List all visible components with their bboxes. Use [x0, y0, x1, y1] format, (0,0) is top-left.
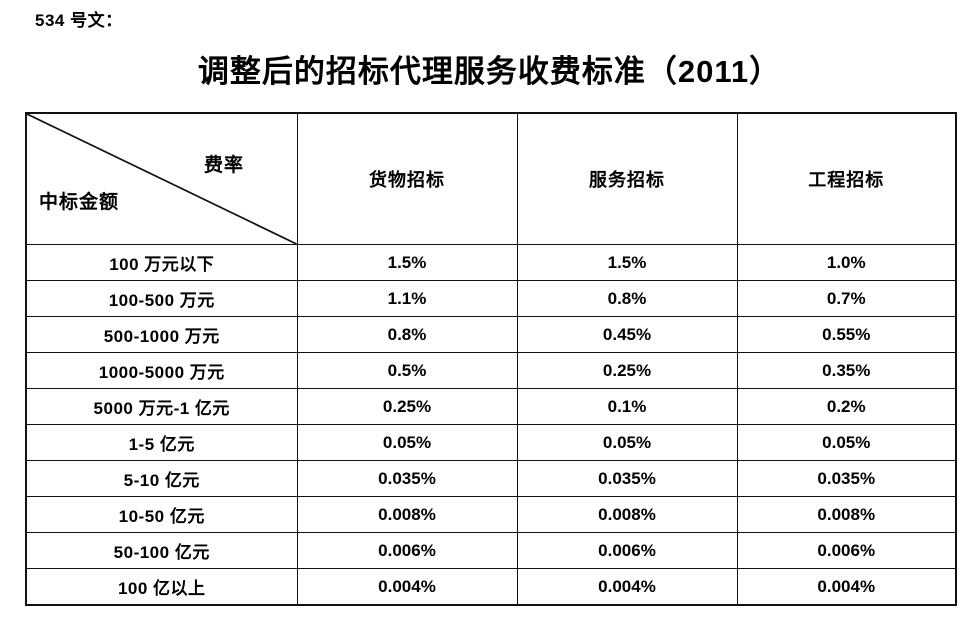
rate-cell: 1.0%: [736, 244, 957, 281]
rate-cell: 0.006%: [296, 532, 518, 569]
rate-cell: 0.8%: [516, 280, 738, 317]
rate-cell: 0.35%: [736, 352, 957, 389]
table-header-row: 费率 中标金额 货物招标 服务招标 工程招标: [25, 112, 957, 245]
table-row: 5-10 亿元 0.035% 0.035% 0.035%: [25, 460, 957, 497]
row-label-cell: 10-50 亿元: [25, 496, 298, 533]
column-header-goods: 货物招标: [296, 112, 518, 245]
rate-cell: 0.035%: [736, 460, 957, 497]
rate-cell: 0.2%: [736, 388, 957, 425]
rate-cell: 0.05%: [296, 424, 518, 461]
rate-cell: 0.05%: [736, 424, 957, 461]
column-header-services: 服务招标: [516, 112, 738, 245]
table-row: 5000 万元-1 亿元 0.25% 0.1% 0.2%: [25, 388, 957, 425]
rate-cell: 1.1%: [296, 280, 518, 317]
column-header-engineering: 工程招标: [736, 112, 957, 245]
table-row: 100 万元以下 1.5% 1.5% 1.0%: [25, 244, 957, 281]
rate-cell: 0.004%: [736, 568, 957, 606]
row-label-cell: 50-100 亿元: [25, 532, 298, 569]
row-label-cell: 100 万元以下: [25, 244, 298, 281]
rate-cell: 0.25%: [516, 352, 738, 389]
fee-rate-table: 费率 中标金额 货物招标 服务招标 工程招标 100 万元以下 1.5% 1.5…: [25, 112, 957, 606]
corner-header-cell: 费率 中标金额: [25, 112, 298, 245]
table-row: 10-50 亿元 0.008% 0.008% 0.008%: [25, 496, 957, 533]
rate-cell: 0.035%: [516, 460, 738, 497]
corner-label-rate: 费率: [204, 155, 245, 176]
row-label-cell: 1-5 亿元: [25, 424, 298, 461]
doc-number-label: 534 号文：: [35, 11, 123, 30]
rate-cell: 0.008%: [516, 496, 738, 533]
rate-cell: 0.008%: [296, 496, 518, 533]
rate-cell: 0.1%: [516, 388, 738, 425]
diagonal-divider-line: [27, 114, 297, 244]
table-row: 500-1000 万元 0.8% 0.45% 0.55%: [25, 316, 957, 353]
row-label-cell: 5000 万元-1 亿元: [25, 388, 298, 425]
corner-box: 费率 中标金额: [27, 114, 297, 244]
rate-cell: 0.25%: [296, 388, 518, 425]
rate-cell: 0.05%: [516, 424, 738, 461]
rate-cell: 0.5%: [296, 352, 518, 389]
row-label-cell: 500-1000 万元: [25, 316, 298, 353]
table-row: 100-500 万元 1.1% 0.8% 0.7%: [25, 280, 957, 317]
corner-label-amount: 中标金额: [39, 192, 120, 213]
row-label-cell: 100-500 万元: [25, 280, 298, 317]
rate-cell: 1.5%: [516, 244, 738, 281]
table-row: 50-100 亿元 0.006% 0.006% 0.006%: [25, 532, 957, 569]
table-row: 1000-5000 万元 0.5% 0.25% 0.35%: [25, 352, 957, 389]
rate-cell: 1.5%: [296, 244, 518, 281]
rate-cell: 0.8%: [296, 316, 518, 353]
row-label-cell: 100 亿以上: [25, 568, 298, 606]
row-label-cell: 5-10 亿元: [25, 460, 298, 497]
table-row: 100 亿以上 0.004% 0.004% 0.004%: [25, 568, 957, 606]
rate-cell: 0.45%: [516, 316, 738, 353]
rate-cell: 0.006%: [736, 532, 957, 569]
row-label-cell: 1000-5000 万元: [25, 352, 298, 389]
rate-cell: 0.004%: [296, 568, 518, 606]
rate-cell: 0.7%: [736, 280, 957, 317]
rate-cell: 0.035%: [296, 460, 518, 497]
rate-cell: 0.008%: [736, 496, 957, 533]
rate-cell: 0.004%: [516, 568, 738, 606]
table-row: 1-5 亿元 0.05% 0.05% 0.05%: [25, 424, 957, 461]
rate-cell: 0.006%: [516, 532, 738, 569]
page-title: 调整后的招标代理服务收费标准（2011）: [197, 54, 782, 89]
rate-cell: 0.55%: [736, 316, 957, 353]
